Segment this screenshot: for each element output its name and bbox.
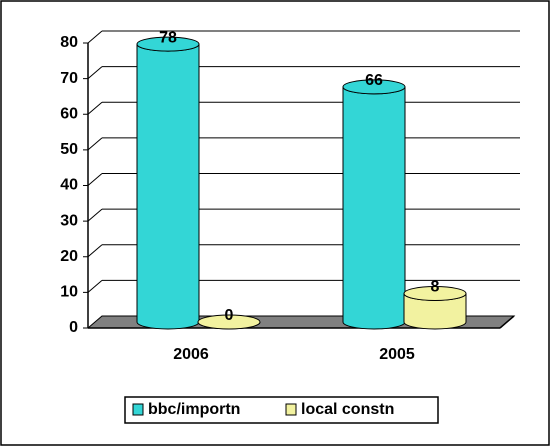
grid-line <box>87 244 103 258</box>
legend-label: local constn <box>301 401 394 418</box>
grid-line <box>87 279 103 293</box>
grid-line <box>87 137 103 151</box>
x-tick-label: 2006 <box>173 346 209 363</box>
x-tick-label: 2005 <box>379 346 415 363</box>
data-label: 8 <box>431 279 440 296</box>
y-tick-label: 10 <box>60 284 78 301</box>
y-tick-label: 60 <box>60 105 78 122</box>
bar <box>136 43 200 330</box>
y-tick-label: 80 <box>60 34 78 51</box>
y-tick-label: 20 <box>60 248 78 265</box>
bar-top <box>403 286 467 301</box>
bar-top <box>136 36 200 52</box>
bar-top <box>197 314 261 330</box>
data-label: 78 <box>159 29 177 46</box>
bar-top <box>342 79 406 95</box>
grid-line <box>87 66 103 80</box>
legend-label: bbc/importn <box>148 401 240 418</box>
x-axis-depth <box>499 315 515 329</box>
grid-line <box>87 173 103 186</box>
data-label: 0 <box>225 307 234 324</box>
y-tick-label: 40 <box>60 177 78 194</box>
y-tick-label: 70 <box>60 70 78 87</box>
legend-box <box>124 396 439 424</box>
grid-line <box>87 208 103 222</box>
y-tick-label: 50 <box>60 141 78 158</box>
bar <box>342 86 406 330</box>
grid-line <box>87 30 103 44</box>
data-label: 66 <box>365 72 383 89</box>
y-tick-label: 0 <box>69 319 78 336</box>
y-tick-label: 30 <box>60 212 78 229</box>
grid-line <box>87 101 103 115</box>
legend-swatch <box>132 403 144 416</box>
legend-swatch <box>285 403 297 416</box>
